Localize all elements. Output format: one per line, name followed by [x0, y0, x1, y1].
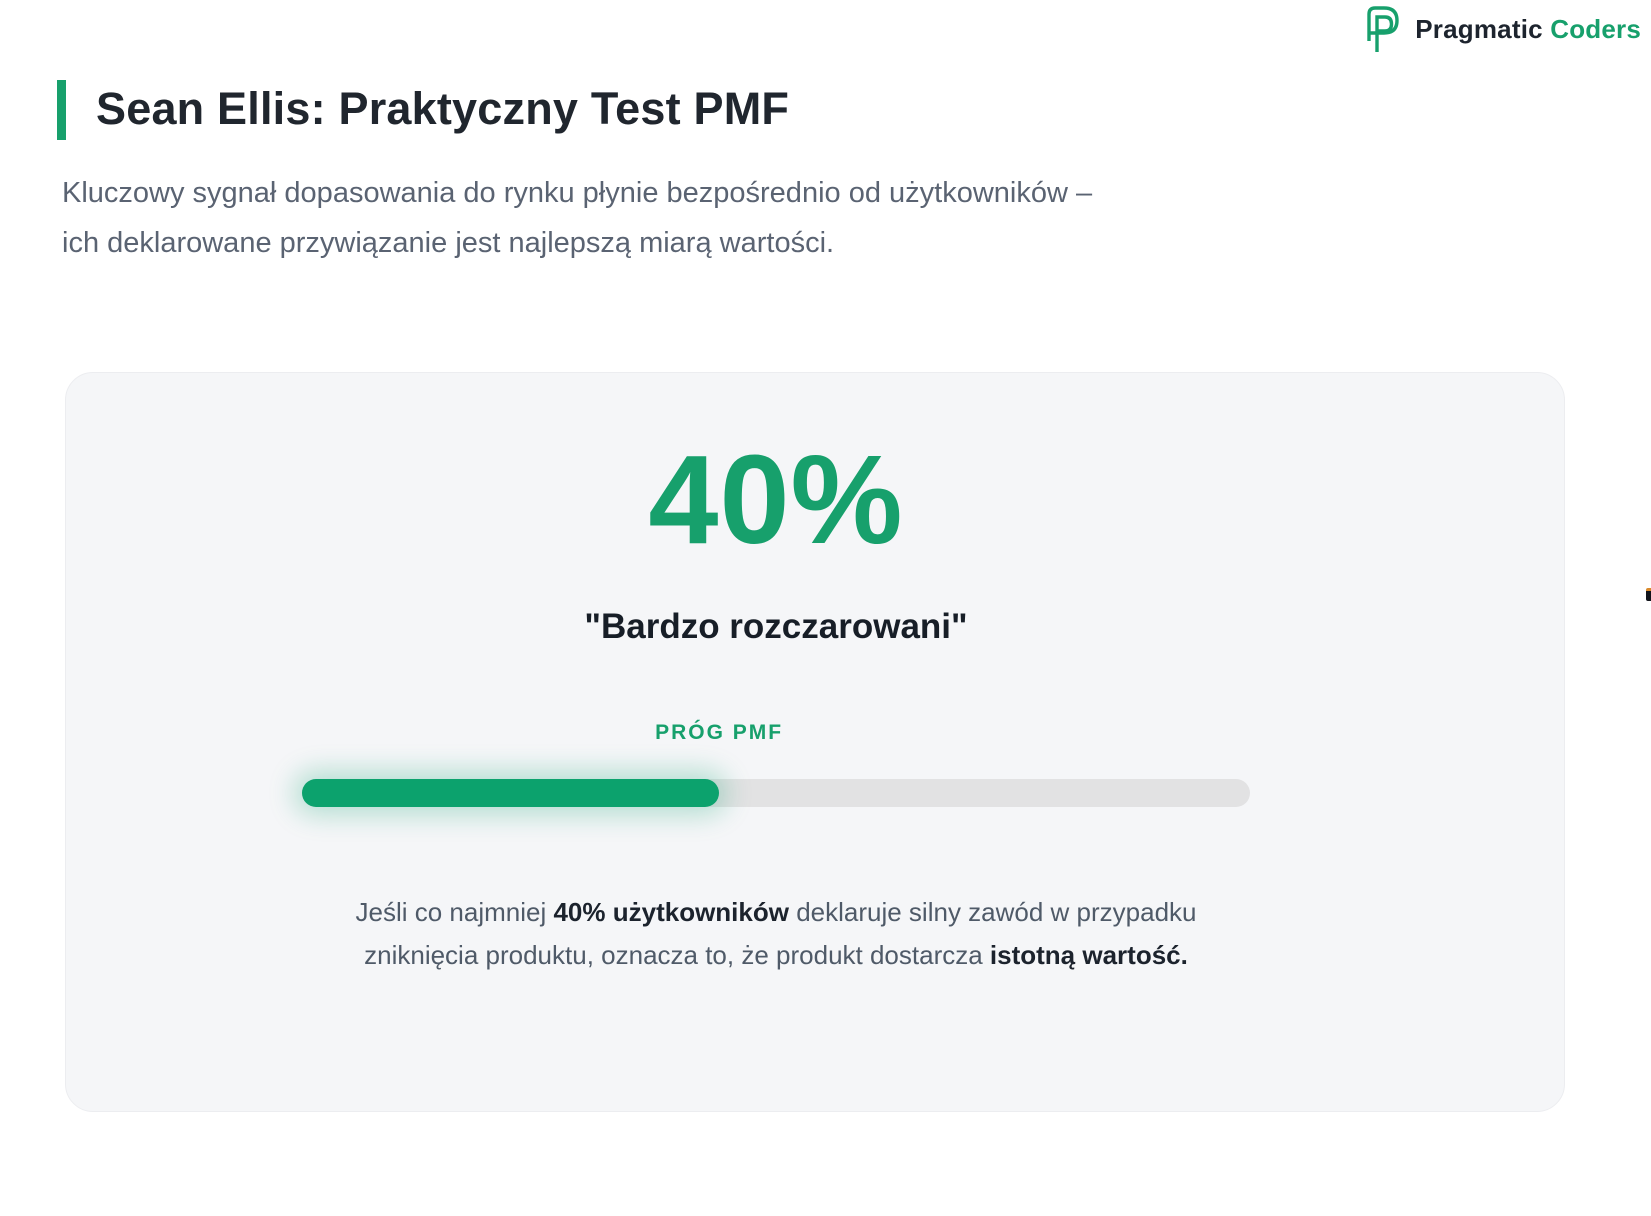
pmf-stat-label: "Bardzo rozczarowani": [584, 607, 968, 646]
title-accent-bar: [57, 80, 66, 140]
desc-bold-2: istotną wartość.: [989, 940, 1188, 970]
pmf-stat-value: 40%: [648, 429, 904, 570]
pmf-progress: PRÓG PMF: [302, 721, 1250, 811]
pmf-test-card: 40% "Bardzo rozczarowani" PRÓG PMF Jeśli…: [65, 372, 1565, 1112]
pmf-card-content: 40% "Bardzo rozczarowani" PRÓG PMF Jeśli…: [66, 373, 1486, 1111]
subtitle-line-1: Kluczowy sygnał dopasowania do rynku pły…: [62, 177, 1093, 209]
pmf-description: Jeśli co najmniej 40% użytkowników dekla…: [66, 891, 1486, 977]
page-subtitle: Kluczowy sygnał dopasowania do rynku pły…: [62, 168, 1092, 268]
pragmatic-coders-logo: Pragmatic Coders: [1357, 4, 1641, 54]
desc-part-2: deklaruje silny zawód w przypadku znikni…: [364, 897, 1197, 970]
pragmatic-coders-logo-icon: [1357, 4, 1403, 54]
subtitle-line-2: ich deklarowane przywiązanie jest najlep…: [62, 227, 835, 259]
pmf-threshold-label: PRÓG PMF: [655, 721, 784, 744]
page-title: Sean Ellis: Praktyczny Test PMF: [96, 83, 790, 134]
logo-wordmark: Pragmatic Coders: [1415, 14, 1641, 45]
pmf-description-text: Jeśli co najmniej 40% użytkowników dekla…: [351, 891, 1201, 977]
progress-fill: [302, 779, 720, 807]
progress-track: [302, 779, 1250, 807]
desc-part-1: Jeśli co najmniej: [355, 897, 554, 927]
screen-edge-artifact-icon: [1646, 588, 1651, 601]
logo-word-primary: Pragmatic: [1415, 13, 1543, 44]
desc-bold-1: 40% użytkowników: [553, 897, 789, 927]
logo-word-secondary: Coders: [1550, 13, 1641, 44]
